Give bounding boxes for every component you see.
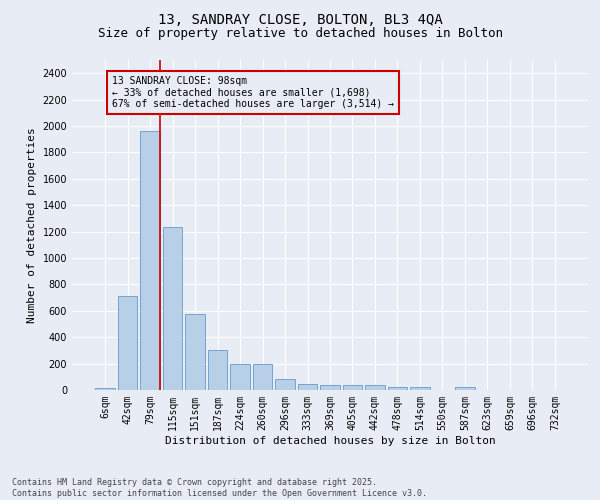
Text: Size of property relative to detached houses in Bolton: Size of property relative to detached ho… [97, 28, 503, 40]
Bar [343, 386, 362, 390]
Bar [320, 384, 340, 390]
X-axis label: Distribution of detached houses by size in Bolton: Distribution of detached houses by size … [164, 436, 496, 446]
Bar [275, 380, 295, 390]
Bar [410, 388, 430, 390]
Bar [365, 386, 385, 390]
Bar [298, 384, 317, 390]
Bar [163, 227, 182, 390]
Y-axis label: Number of detached properties: Number of detached properties [27, 127, 37, 323]
Bar [455, 388, 475, 390]
Bar [253, 364, 272, 390]
Bar [140, 132, 160, 390]
Bar [388, 388, 407, 390]
Text: Contains HM Land Registry data © Crown copyright and database right 2025.
Contai: Contains HM Land Registry data © Crown c… [12, 478, 427, 498]
Bar [118, 296, 137, 390]
Text: 13 SANDRAY CLOSE: 98sqm
← 33% of detached houses are smaller (1,698)
67% of semi: 13 SANDRAY CLOSE: 98sqm ← 33% of detache… [112, 76, 394, 109]
Bar [208, 350, 227, 390]
Bar [230, 364, 250, 390]
Text: 13, SANDRAY CLOSE, BOLTON, BL3 4QA: 13, SANDRAY CLOSE, BOLTON, BL3 4QA [158, 12, 442, 26]
Bar [185, 314, 205, 390]
Bar [95, 388, 115, 390]
